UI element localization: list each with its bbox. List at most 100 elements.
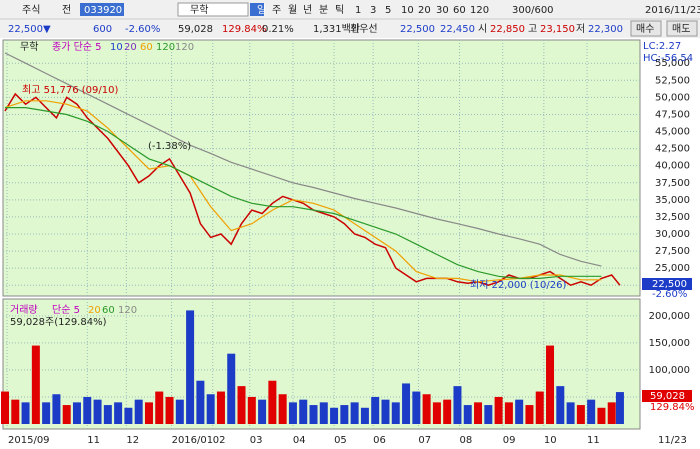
x-tick-label: 02 — [213, 435, 226, 446]
volume-bar — [371, 396, 380, 424]
volume-bar — [1, 391, 9, 424]
y-tick-label: 200,000 — [649, 311, 690, 322]
toolbar-item[interactable]: 3 — [370, 5, 376, 16]
toolbar-item[interactable]: 10 — [401, 5, 414, 16]
volume-bar — [278, 394, 287, 424]
quote-item: 22,500▼ — [8, 24, 51, 35]
ma-line — [4, 52, 602, 267]
volume-bar — [484, 405, 493, 424]
toolbar-item[interactable]: 틱 — [335, 4, 344, 16]
side-label: 59,028 — [650, 391, 685, 402]
volume-bar — [62, 405, 71, 424]
volume-bar — [103, 405, 112, 424]
volume-bar — [587, 399, 596, 424]
toolbar-item[interactable]: 120 — [470, 5, 489, 16]
volume-bar — [11, 399, 20, 424]
quote-item: -2.60% — [125, 24, 160, 35]
volume-bar — [422, 394, 431, 424]
volume-bar — [494, 396, 503, 424]
volume-bar — [206, 394, 215, 424]
code-box — [80, 3, 124, 16]
annotation: 최고 51,776 (09/10) — [22, 84, 118, 96]
x-tick-label: 11 — [87, 435, 100, 446]
y-tick-label: 47,500 — [655, 109, 690, 120]
volume-bar — [258, 399, 267, 424]
volume-bar — [309, 405, 318, 424]
y-tick-label: 50,000 — [655, 92, 690, 103]
side-label: -2.60% — [652, 289, 687, 300]
button[interactable] — [630, 20, 662, 37]
y-tick-label: 35,000 — [655, 195, 690, 206]
volume-bar — [546, 345, 555, 424]
toolbar-item[interactable]: 2016/11/23 — [645, 5, 700, 16]
toolbar-item[interactable]: 년 — [303, 4, 312, 16]
volume-bar — [124, 407, 133, 424]
quote-item: 고 — [528, 24, 537, 35]
volume-bar — [319, 402, 328, 424]
x-tick-label: 06 — [373, 435, 386, 446]
volume-bar — [72, 402, 81, 424]
volume-bar — [186, 310, 195, 424]
volume-bar — [515, 399, 524, 424]
annotation: 최저 22,000 (10/26) — [470, 279, 566, 291]
volume-bar — [504, 402, 513, 424]
volume-bar — [247, 396, 256, 424]
toolbar-item[interactable]: 1 — [355, 5, 361, 16]
y-tick-label: 27,500 — [655, 246, 690, 257]
y-tick-label: 37,500 — [655, 178, 690, 189]
ma-line — [5, 107, 602, 279]
quote-item: 저 — [576, 23, 585, 35]
annotation: (-1.38%) — [148, 141, 191, 152]
y-tick-label: 100,000 — [649, 365, 690, 376]
toolbar-item[interactable]: 주식 — [22, 4, 40, 16]
button[interactable] — [666, 20, 698, 37]
toolbar-item[interactable]: 60 — [453, 5, 466, 16]
volume-subtitle: 59,028주(129.84%) — [10, 317, 107, 328]
legend-item: 20 — [88, 305, 101, 316]
toolbar-item[interactable]: 30 — [436, 5, 449, 16]
toolbar-item[interactable]: 월 — [288, 4, 297, 16]
quote-item[interactable]: 매수 — [636, 23, 654, 35]
volume-bar — [134, 399, 143, 424]
volume-bar — [566, 402, 575, 424]
legend-item: 120 — [156, 42, 175, 53]
toolbar-item[interactable]: 20 — [418, 5, 431, 16]
x-tick-label: 12 — [126, 435, 139, 446]
quote-item[interactable]: 매도 — [672, 23, 690, 35]
y-tick-label: 45,000 — [655, 127, 690, 138]
volume-bar — [556, 386, 565, 424]
toolbar-item[interactable]: 033920 — [84, 5, 122, 16]
toolbar-item[interactable]: 300/600 — [512, 5, 554, 16]
y-tick-label: 40,000 — [655, 161, 690, 172]
legend-item: 120 — [118, 305, 137, 316]
x-tick-label: 11/23 — [658, 435, 687, 446]
toolbar-item[interactable]: 일 — [257, 4, 266, 16]
y-tick-label: 30,000 — [655, 229, 690, 240]
toolbar-item[interactable]: 전 — [62, 4, 71, 16]
x-tick-label: 2016/01 — [172, 435, 214, 446]
toolbar-item[interactable]: 무학 — [190, 4, 208, 16]
toolbar-item[interactable]: 5 — [385, 5, 391, 16]
volume-bar — [144, 402, 153, 424]
price-panel — [2, 39, 641, 297]
legend-item: 단순 5 — [52, 304, 80, 316]
x-tick-label: 03 — [250, 435, 263, 446]
y-tick-label: 150,000 — [649, 338, 690, 349]
volume-bar — [453, 386, 462, 424]
volume-bar — [31, 345, 40, 424]
volume-bar — [391, 402, 400, 424]
legend-item: 무학 — [20, 41, 38, 53]
y-tick-label: 25,000 — [655, 263, 690, 274]
toolbar-item[interactable]: 주 — [272, 5, 281, 16]
quote-item: 600 — [93, 24, 112, 35]
price-tag — [642, 278, 692, 290]
x-tick-label: 07 — [418, 435, 431, 446]
toolbar-item[interactable]: 분 — [319, 4, 328, 16]
volume-bar — [381, 399, 390, 424]
x-tick-label: 05 — [334, 435, 347, 446]
volume-bar — [93, 399, 102, 424]
volume-tag — [642, 390, 692, 402]
volume-bar — [443, 399, 452, 424]
quote-item: 최우선 — [350, 23, 378, 35]
